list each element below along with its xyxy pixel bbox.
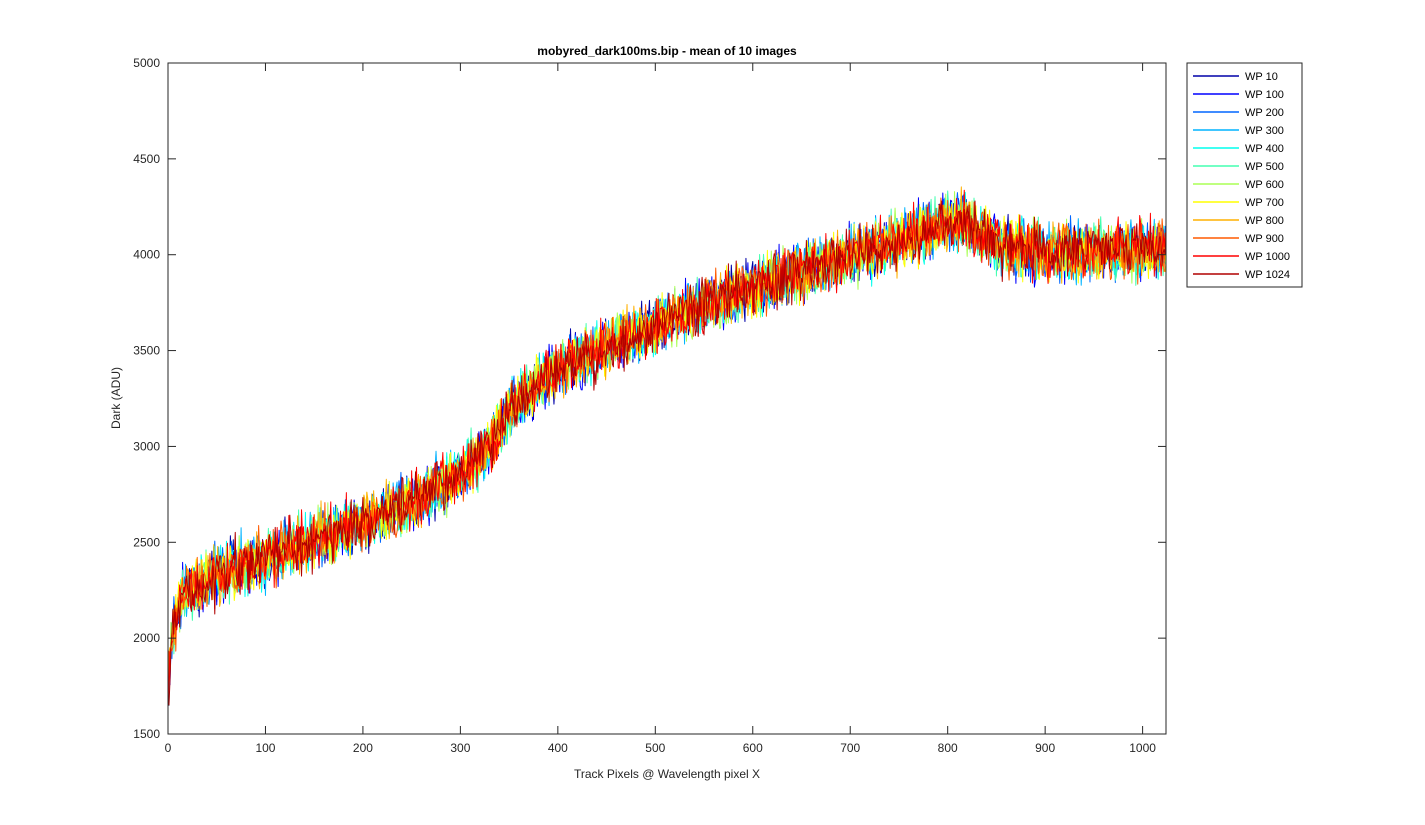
x-tick-label: 800 xyxy=(938,741,958,755)
y-tick-label: 5000 xyxy=(133,56,160,70)
x-tick-label: 300 xyxy=(450,741,470,755)
y-tick-label: 4000 xyxy=(133,248,160,262)
legend-entry-label: WP 500 xyxy=(1245,161,1284,173)
chart-title: mobyred_dark100ms.bip - mean of 10 image… xyxy=(537,44,797,58)
legend-entry-label: WP 900 xyxy=(1245,233,1284,245)
y-tick-label: 2500 xyxy=(133,535,160,549)
x-tick-label: 1000 xyxy=(1129,741,1156,755)
legend-entry-label: WP 800 xyxy=(1245,215,1284,227)
y-tick-label: 3000 xyxy=(133,439,160,453)
axis-ticks: 0 100 200 300 400 500 600 700 800 900 1000 1500 2000… xyxy=(133,56,1166,755)
legend-entry-label: WP 400 xyxy=(1245,143,1284,155)
legend-entry-label: WP 600 xyxy=(1245,179,1284,191)
y-tick-label: 2000 xyxy=(133,631,160,645)
series-line-wp-1024 xyxy=(167,200,1167,706)
series-lines xyxy=(167,186,1167,706)
y-axis-label: Dark (ADU) xyxy=(109,367,123,429)
x-tick-label: 100 xyxy=(255,741,275,755)
x-axis-label: Track Pixels @ Wavelength pixel X xyxy=(574,767,760,781)
x-tick-label: 500 xyxy=(645,741,665,755)
legend-entry-label: WP 100 xyxy=(1245,89,1284,101)
legend: WP 10 WP 100 WP 200 WP 300 WP 400 WP 500 WP 60… xyxy=(1186,62,1303,288)
x-tick-label: 900 xyxy=(1035,741,1055,755)
plot-area-frame xyxy=(167,62,1167,735)
y-tick-label: 3500 xyxy=(133,344,160,358)
x-tick-label: 0 xyxy=(165,741,172,755)
x-tick-label: 200 xyxy=(353,741,373,755)
legend-box xyxy=(1186,62,1303,288)
legend-entry-label: WP 1000 xyxy=(1245,251,1290,263)
legend-entry-label: WP 1024 xyxy=(1245,269,1290,281)
legend-entry-label: WP 200 xyxy=(1245,107,1284,119)
series-line-wp-1000 xyxy=(167,189,1167,706)
legend-entry-label: WP 10 xyxy=(1245,71,1278,83)
y-tick-label: 4500 xyxy=(133,152,160,166)
y-tick-label: 1500 xyxy=(133,727,160,741)
legend-entry-label: WP 300 xyxy=(1245,125,1284,137)
x-tick-label: 600 xyxy=(743,741,763,755)
x-tick-label: 700 xyxy=(840,741,860,755)
legend-entry-label: WP 700 xyxy=(1245,197,1284,209)
x-tick-label: 400 xyxy=(548,741,568,755)
